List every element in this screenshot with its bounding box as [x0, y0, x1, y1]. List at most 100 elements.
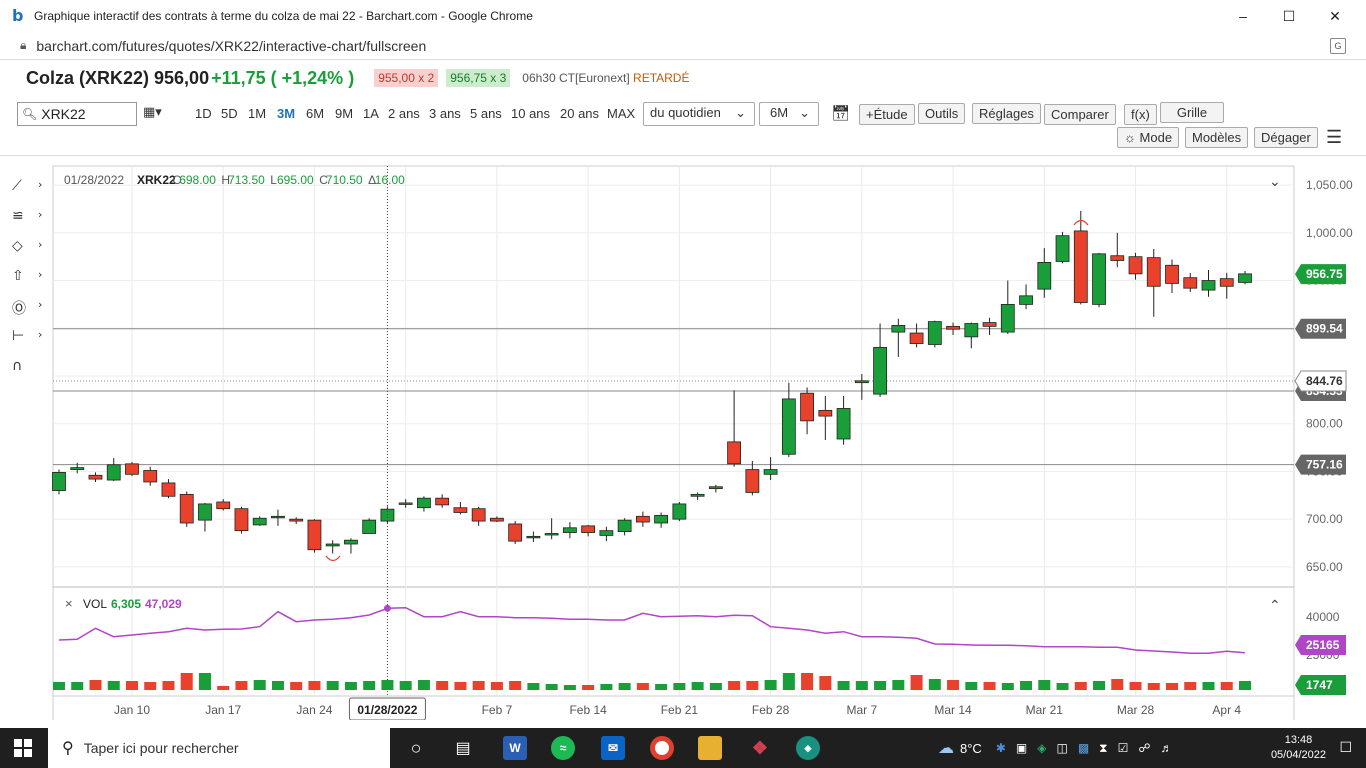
- trendline-tool-icon[interactable]: ⟋ ›: [12, 178, 43, 194]
- candle-body[interactable]: [325, 543, 340, 547]
- volume-bar[interactable]: [381, 680, 394, 690]
- volume-bar[interactable]: [1111, 679, 1124, 690]
- volume-bar[interactable]: [1220, 682, 1233, 690]
- templates-button[interactable]: Modèles: [1185, 127, 1249, 148]
- candle-body[interactable]: [1019, 295, 1033, 305]
- volume-bar[interactable]: [253, 680, 266, 690]
- candle-body[interactable]: [781, 398, 796, 455]
- lock-icon[interactable]: 🔒︎: [20, 38, 27, 52]
- function-button[interactable]: f(x): [1124, 104, 1157, 125]
- grid-button[interactable]: Grille: [1160, 102, 1224, 123]
- volume-bar[interactable]: [271, 681, 284, 690]
- candle-body[interactable]: [1165, 264, 1179, 284]
- shape-tool-icon[interactable]: ◇ ›: [12, 238, 43, 254]
- notification-icon[interactable]: ☐: [1339, 739, 1352, 755]
- volume-bar[interactable]: [855, 681, 868, 690]
- volume-bar[interactable]: [691, 682, 704, 690]
- volume-bar[interactable]: [947, 680, 960, 690]
- arrow-tool-icon[interactable]: ⇧ ›: [12, 268, 43, 284]
- volume-bar[interactable]: [728, 681, 741, 690]
- volume-bar[interactable]: [600, 684, 613, 690]
- weather-temp[interactable]: 8°C: [960, 740, 982, 756]
- candle-body[interactable]: [1092, 253, 1106, 305]
- paint-icon[interactable]: ❖: [751, 737, 769, 758]
- wifi-icon[interactable]: ⧗: [1099, 740, 1108, 755]
- candle-body[interactable]: [252, 517, 267, 526]
- candle-body[interactable]: [453, 507, 468, 513]
- candle-body[interactable]: [490, 517, 504, 522]
- calendar-icon[interactable]: 📅︎: [831, 104, 851, 122]
- volume-bar[interactable]: [764, 680, 777, 690]
- volume-bar[interactable]: [837, 681, 850, 690]
- annotation-tool-icon[interactable]: Ⓞ ›: [12, 298, 43, 317]
- candle-body[interactable]: [927, 321, 942, 345]
- volume-bar[interactable]: [235, 681, 248, 690]
- candle-body[interactable]: [854, 380, 869, 384]
- candle-body[interactable]: [1000, 304, 1015, 333]
- volume-bar[interactable]: [892, 680, 905, 690]
- range-button-1a[interactable]: 1A: [363, 106, 379, 121]
- candle-body[interactable]: [1110, 255, 1125, 261]
- volume-bar[interactable]: [399, 681, 412, 690]
- volume-bar[interactable]: [1147, 683, 1160, 690]
- candle-body[interactable]: [161, 482, 176, 497]
- cortana-icon[interactable]: ○: [410, 737, 422, 758]
- volume-bar[interactable]: [125, 681, 138, 690]
- volume-bar[interactable]: [1074, 682, 1087, 690]
- candle-body[interactable]: [289, 518, 304, 522]
- candle-body[interactable]: [763, 469, 778, 475]
- candle-body[interactable]: [544, 533, 559, 536]
- candle-body[interactable]: [1201, 280, 1216, 291]
- volume-bar[interactable]: [217, 686, 230, 690]
- candle-body[interactable]: [873, 346, 887, 395]
- candle-body[interactable]: [727, 441, 742, 465]
- channel-tool-icon[interactable]: ≌ ›: [12, 208, 43, 224]
- volume-bar[interactable]: [618, 683, 631, 690]
- volume-bar[interactable]: [472, 681, 485, 690]
- volume-bar[interactable]: [71, 682, 84, 690]
- volume-bar[interactable]: [874, 681, 887, 690]
- mode-button[interactable]: ☼ Mode: [1117, 127, 1180, 148]
- candle-body[interactable]: [106, 464, 121, 481]
- taskbar-search-input[interactable]: ⚲ Taper ici pour rechercher: [48, 728, 390, 768]
- volume-bar[interactable]: [910, 675, 923, 690]
- word-icon[interactable]: W: [503, 736, 527, 760]
- candle-body[interactable]: [52, 472, 66, 491]
- volume-bar[interactable]: [180, 673, 193, 690]
- range-button-6m[interactable]: 6M: [306, 106, 325, 121]
- volume-icon[interactable]: ♬: [1160, 741, 1173, 755]
- volume-bar[interactable]: [1020, 681, 1033, 690]
- volume-bar[interactable]: [673, 683, 686, 690]
- chrome-icon[interactable]: [650, 736, 674, 760]
- volume-bar[interactable]: [782, 673, 795, 690]
- candle-body[interactable]: [617, 519, 632, 532]
- volume-bar[interactable]: [819, 676, 832, 690]
- volume-bar[interactable]: [326, 681, 339, 690]
- candle-body[interactable]: [1073, 230, 1088, 303]
- candle-body[interactable]: [891, 325, 906, 333]
- volume-bar[interactable]: [290, 682, 303, 690]
- range-button-max[interactable]: MAX: [607, 106, 636, 121]
- volume-bar[interactable]: [1239, 681, 1251, 690]
- symbol-search-input[interactable]: 🔍︎ XRK22: [17, 102, 137, 126]
- security-icon[interactable]: ☑: [1117, 741, 1129, 755]
- range-button-1d[interactable]: 1D: [195, 106, 212, 121]
- settings-button[interactable]: Réglages: [972, 103, 1041, 124]
- minimize-button[interactable]: –: [1239, 8, 1247, 24]
- candle-body[interactable]: [398, 502, 413, 505]
- mail-icon[interactable]: ✉: [601, 736, 625, 760]
- candle-body[interactable]: [745, 469, 760, 493]
- compare-button[interactable]: Comparer: [1044, 104, 1116, 125]
- volume-bar[interactable]: [490, 682, 503, 690]
- candle-body[interactable]: [380, 508, 395, 522]
- system-clock[interactable]: 13:48 05/04/2022: [1271, 733, 1326, 763]
- volume-bar[interactable]: [563, 685, 576, 690]
- volume-bar[interactable]: [801, 673, 814, 690]
- address-bar[interactable]: 🔒︎ barchart.com/futures/quotes/XRK22/int…: [0, 32, 1366, 60]
- symbol-value[interactable]: XRK22: [41, 106, 86, 122]
- url-text[interactable]: barchart.com/futures/quotes/XRK22/intera…: [36, 37, 427, 54]
- volume-bar[interactable]: [1129, 682, 1142, 690]
- volume-bar[interactable]: [582, 685, 595, 690]
- volume-bar[interactable]: [965, 682, 978, 690]
- range-button-9m[interactable]: 9M: [335, 106, 354, 121]
